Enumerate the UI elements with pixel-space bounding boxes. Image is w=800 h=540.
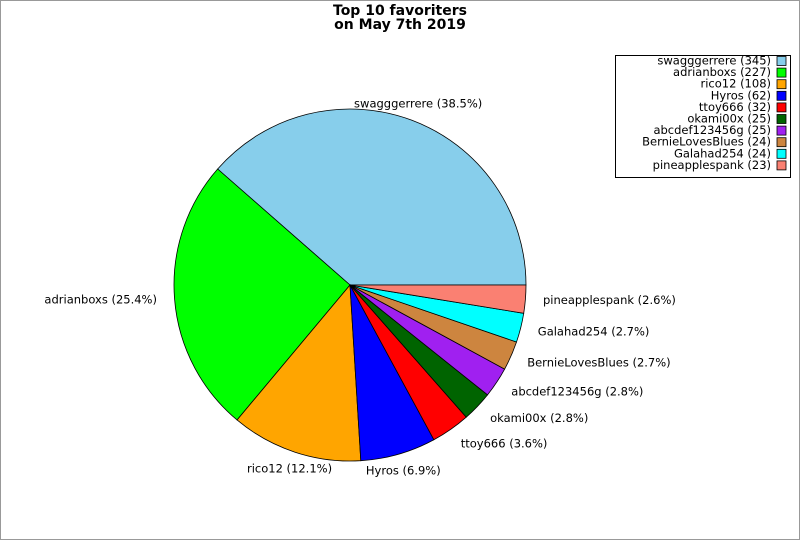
legend-swatch (776, 90, 787, 101)
legend-swatch (776, 160, 787, 171)
slice-label: adrianboxs (25.4%) (44, 292, 157, 306)
pie-slice (349, 284, 527, 314)
legend-swatch (776, 125, 787, 136)
pie-slice (236, 283, 362, 462)
legend-swatch (776, 56, 787, 66)
legend-label: BernieLovesBlues (24) (642, 135, 771, 149)
slice-label: pineapplespank (2.6%) (543, 293, 676, 307)
legend-label: pineapplespank (23) (653, 158, 771, 172)
legend-label: swagggerrere (345) (657, 54, 771, 68)
legend-swatch (776, 79, 787, 90)
legend-label: rico12 (108) (701, 77, 772, 91)
legend-label: abcdef123456g (25) (653, 123, 771, 137)
slice-label: Hyros (6.9%) (366, 464, 441, 478)
slice-label: abcdef123456g (2.8%) (511, 385, 643, 399)
slice-label: okami00x (2.8%) (490, 411, 588, 425)
legend-swatch (776, 114, 787, 124)
slice-label: swagggerrere (38.5%) (354, 96, 482, 110)
pie-slice (217, 108, 527, 286)
pie-slice (173, 168, 351, 421)
slice-label: ttoy666 (3.6%) (461, 436, 548, 450)
legend-swatch (776, 102, 787, 113)
chart-title: Top 10 favoriters (333, 3, 467, 19)
legend-label: Galahad254 (24) (674, 146, 771, 160)
legend-label: okami00x (25) (687, 112, 771, 126)
legend-box (615, 55, 791, 178)
legend-label: ttoy666 (32) (699, 100, 771, 114)
slice-label: BernieLovesBlues (2.7%) (527, 355, 670, 369)
legend-swatch (776, 67, 787, 78)
chart-title: on May 7th 2019 (334, 17, 466, 33)
legend-swatch (776, 148, 787, 159)
legend-swatch (776, 137, 787, 148)
legend-label: Hyros (62) (711, 88, 771, 102)
slice-label: rico12 (12.1%) (247, 461, 332, 475)
legend-label: adrianboxs (227) (673, 65, 771, 79)
slice-label: Galahad254 (2.7%) (538, 325, 650, 339)
